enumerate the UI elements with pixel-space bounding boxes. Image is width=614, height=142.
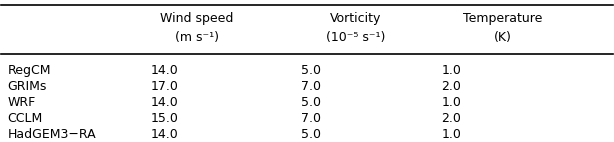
Text: 5.0: 5.0 [301, 96, 321, 109]
Text: 2.0: 2.0 [441, 80, 461, 93]
Text: (m s⁻¹): (m s⁻¹) [175, 31, 219, 44]
Text: 14.0: 14.0 [151, 128, 179, 141]
Text: 5.0: 5.0 [301, 128, 321, 141]
Text: 7.0: 7.0 [301, 112, 321, 125]
Text: (10⁻⁵ s⁻¹): (10⁻⁵ s⁻¹) [326, 31, 386, 44]
Text: 1.0: 1.0 [441, 64, 461, 77]
Text: 14.0: 14.0 [151, 64, 179, 77]
Text: 14.0: 14.0 [151, 96, 179, 109]
Text: 15.0: 15.0 [151, 112, 179, 125]
Text: WRF: WRF [7, 96, 36, 109]
Text: 1.0: 1.0 [441, 96, 461, 109]
Text: Vorticity: Vorticity [330, 12, 381, 25]
Text: 5.0: 5.0 [301, 64, 321, 77]
Text: HadGEM3−RA: HadGEM3−RA [7, 128, 96, 141]
Text: Wind speed: Wind speed [160, 12, 234, 25]
Text: 1.0: 1.0 [441, 128, 461, 141]
Text: RegCM: RegCM [7, 64, 51, 77]
Text: 2.0: 2.0 [441, 112, 461, 125]
Text: GRIMs: GRIMs [7, 80, 47, 93]
Text: 17.0: 17.0 [151, 80, 179, 93]
Text: CCLM: CCLM [7, 112, 43, 125]
Text: 7.0: 7.0 [301, 80, 321, 93]
Text: Temperature: Temperature [463, 12, 542, 25]
Text: (K): (K) [494, 31, 511, 44]
